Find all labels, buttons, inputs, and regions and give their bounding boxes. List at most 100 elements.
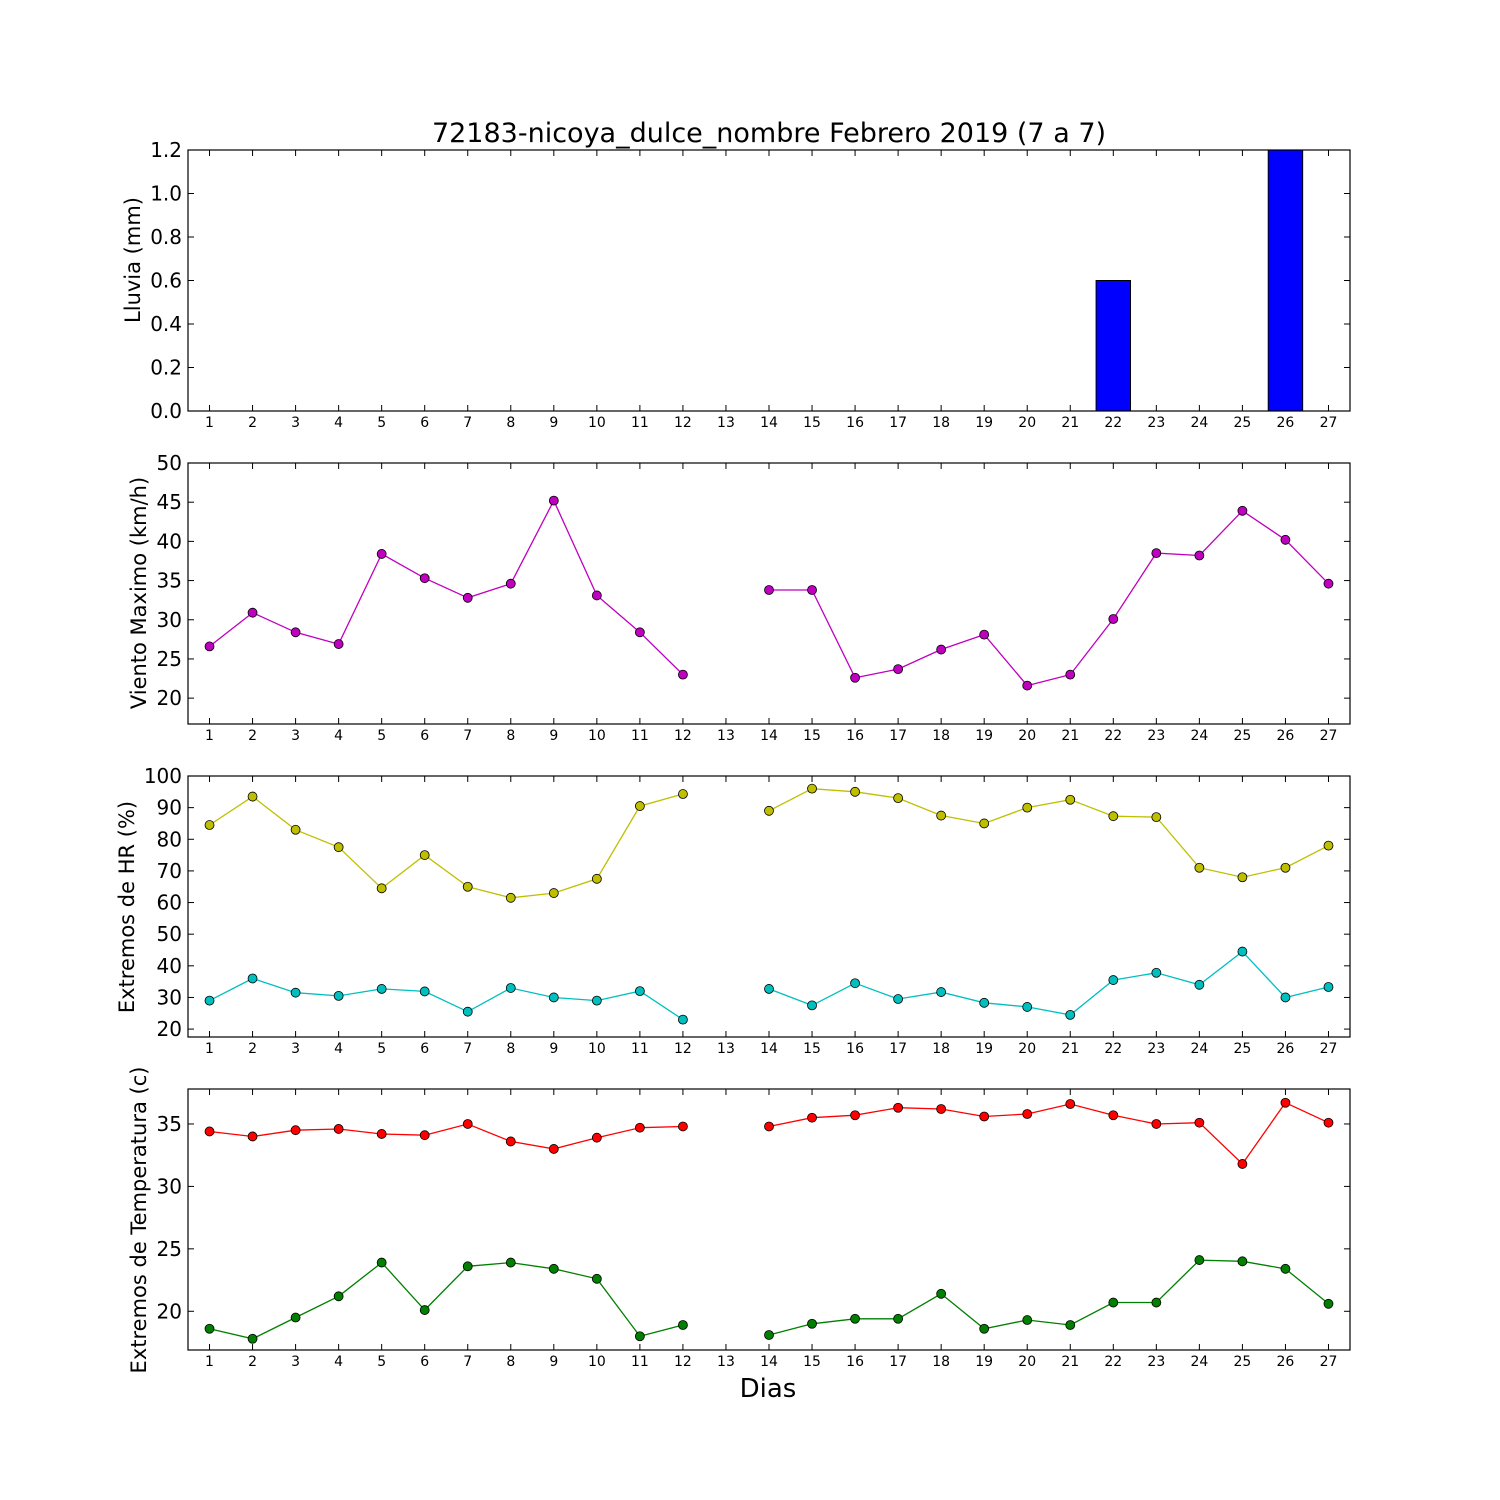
x-tick-label-rain: 23 [1147, 415, 1165, 431]
x-tick-label-humidity: 12 [674, 1041, 692, 1057]
point-wind-max-day-11 [634, 627, 645, 638]
point-temp-min-day-19 [979, 1323, 990, 1334]
point-wind-max-day-6 [419, 573, 430, 584]
point-wind-max-day-14 [764, 585, 774, 595]
point-wind-max-day-2 [247, 607, 258, 618]
point-temp-min-day-14 [764, 1330, 774, 1340]
point-humidity-max-day-4 [333, 842, 344, 853]
x-tick-label-wind: 26 [1277, 728, 1295, 744]
point-temp-min-day-21 [1065, 1320, 1076, 1330]
point-temp-max-day-10 [591, 1132, 602, 1143]
x-tick-label-rain: 6 [420, 415, 429, 431]
point-temp-max-day-11 [634, 1122, 645, 1133]
point-temp-max-day-21 [1065, 1099, 1076, 1109]
point-wind-max-day-17 [893, 664, 904, 675]
point-humidity-max-day-10 [591, 873, 602, 884]
point-temp-max-day-17 [893, 1102, 904, 1113]
point-humidity-max-day-22 [1108, 811, 1119, 822]
point-temp-min-day-25 [1237, 1256, 1248, 1267]
x-tick-label-wind: 19 [975, 728, 993, 744]
line-temp-max [768, 1101, 1329, 1165]
point-wind-max-day-25 [1237, 505, 1248, 516]
y-tick-label-rain: 1.2 [150, 138, 182, 162]
x-tick-label-humidity: 6 [420, 1041, 429, 1057]
point-temp-max-day-27 [1323, 1117, 1334, 1128]
y-tick-label-humidity: 40 [157, 954, 182, 978]
panel-rain: Lluvia (mm) 0.00.20.40.60.81.01.21 2 3 4 5 6 7… [121, 138, 1351, 431]
y-axis-label-rain: Lluvia (mm) [121, 197, 145, 323]
x-tick-label-humidity: 23 [1147, 1041, 1165, 1057]
y-tick-label-wind: 25 [157, 647, 182, 671]
x-tick-label-humidity: 17 [889, 1041, 907, 1057]
bar-rain-day-26 [1267, 149, 1304, 412]
point-temp-min-day-12 [678, 1320, 688, 1330]
x-tick-label-rain: 19 [975, 415, 993, 431]
x-tick-label-wind: 1 [205, 728, 214, 744]
point-temp-max-day-8 [505, 1136, 516, 1147]
point-temp-max-day-22 [1108, 1110, 1119, 1121]
point-humidity-max-day-3 [290, 824, 301, 835]
y-tick-label-humidity: 20 [157, 1017, 182, 1041]
line-wind-max [209, 499, 684, 676]
point-humidity-min-day-6 [419, 986, 430, 997]
x-tick-label-temperature: 9 [549, 1354, 558, 1370]
x-tick-label-wind: 8 [506, 728, 515, 744]
y-tick-label-rain: 1.0 [150, 182, 182, 206]
x-tick-label-rain: 2 [248, 415, 257, 431]
point-humidity-max-day-24 [1194, 862, 1205, 873]
point-wind-max-day-15 [807, 585, 817, 595]
point-humidity-max-day-14 [764, 805, 774, 816]
x-tick-label-rain: 5 [377, 415, 386, 431]
x-tick-label-temperature: 21 [1061, 1354, 1079, 1370]
line-humidity-max [768, 788, 1329, 878]
point-wind-max-day-23 [1151, 548, 1162, 559]
x-tick-label-rain: 12 [674, 415, 692, 431]
x-tick-label-temperature: 22 [1104, 1354, 1122, 1370]
y-tick-label-wind: 35 [157, 569, 182, 593]
x-tick-label-wind: 27 [1320, 728, 1338, 744]
point-temp-min-day-20 [1022, 1315, 1033, 1325]
point-temp-max-day-18 [936, 1104, 947, 1114]
y-axis-label-humidity: Extremos de HR (%) [115, 801, 139, 1013]
point-temp-max-day-7 [462, 1119, 473, 1129]
x-tick-label-wind: 7 [463, 728, 472, 744]
x-tick-label-humidity: 22 [1104, 1041, 1122, 1057]
x-tick-label-humidity: 7 [463, 1041, 472, 1057]
x-tick-label-temperature: 4 [334, 1354, 343, 1370]
point-humidity-min-day-25 [1237, 946, 1248, 957]
point-humidity-min-day-1 [204, 995, 215, 1006]
point-humidity-max-day-21 [1065, 794, 1076, 805]
point-humidity-max-day-26 [1280, 862, 1291, 873]
x-tick-label-rain: 7 [463, 415, 472, 431]
line-temp-min [768, 1259, 1329, 1336]
point-humidity-min-day-4 [333, 990, 344, 1001]
x-tick-label-rain: 17 [889, 415, 907, 431]
point-wind-max-day-5 [376, 549, 387, 559]
y-tick-label-rain: 0.0 [150, 399, 182, 423]
point-wind-max-day-7 [462, 592, 473, 603]
y-tick-label-rain: 0.8 [150, 225, 182, 249]
point-wind-max-day-22 [1108, 614, 1119, 624]
x-tick-label-humidity: 14 [760, 1041, 778, 1057]
point-temp-max-day-26 [1280, 1097, 1291, 1108]
point-temp-min-day-17 [893, 1313, 904, 1324]
y-tick-label-temperature: 35 [157, 1112, 182, 1136]
point-temp-min-day-9 [548, 1263, 559, 1274]
x-tick-label-temperature: 23 [1147, 1354, 1165, 1370]
point-humidity-min-day-11 [634, 986, 645, 997]
point-humidity-min-day-23 [1151, 967, 1162, 978]
point-humidity-max-day-6 [419, 850, 430, 860]
x-tick-label-rain: 16 [846, 415, 864, 431]
y-tick-label-wind: 50 [157, 451, 182, 475]
x-tick-label-wind: 12 [674, 728, 692, 744]
x-tick-label-humidity: 20 [1018, 1041, 1036, 1057]
point-wind-max-day-3 [290, 627, 301, 638]
point-temp-min-day-18 [936, 1288, 947, 1299]
y-tick-label-temperature: 30 [157, 1174, 182, 1198]
x-tick-label-rain: 10 [588, 415, 606, 431]
point-humidity-min-day-8 [505, 983, 516, 993]
x-tick-label-humidity: 5 [377, 1041, 386, 1057]
point-temp-min-day-5 [376, 1257, 387, 1268]
